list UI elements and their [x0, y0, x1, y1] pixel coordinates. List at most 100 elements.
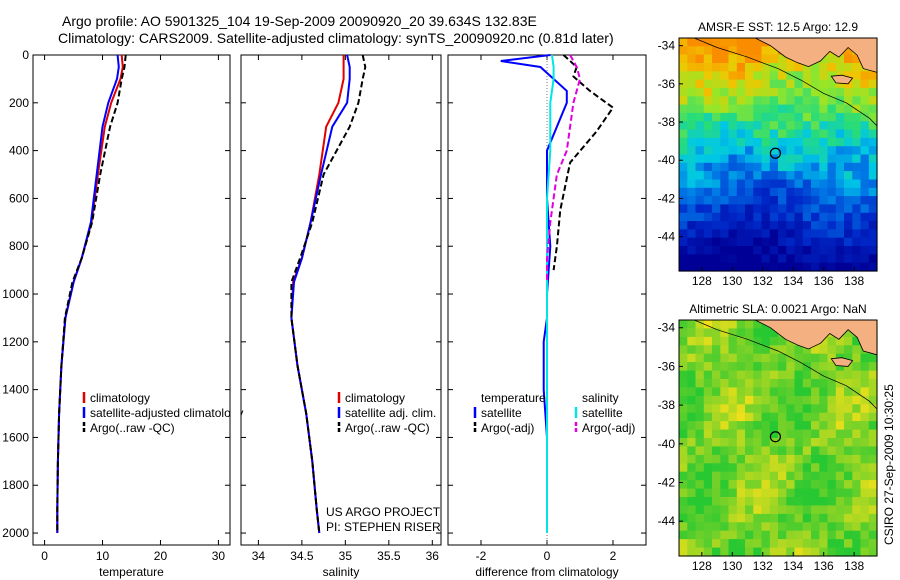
map-cell [720, 154, 730, 164]
map-cell [736, 429, 746, 439]
map-cell [827, 212, 837, 222]
map-cell [679, 353, 688, 363]
map-cell [786, 480, 796, 490]
map-cell [720, 446, 730, 456]
map-cell [868, 221, 878, 230]
map-cell [712, 104, 721, 114]
map-cell [868, 488, 878, 498]
map-cell [703, 421, 713, 431]
y-tick-label: -42 [658, 191, 676, 205]
map-cell [695, 212, 705, 222]
map-cell [736, 229, 746, 239]
map-cell [769, 196, 779, 205]
map-cell [745, 387, 754, 397]
map-cell [736, 362, 746, 372]
y-tick-label: -38 [658, 398, 676, 412]
map-cell [860, 387, 870, 397]
map-cell [753, 154, 763, 164]
map-cell [687, 79, 697, 89]
y-tick-label: -44 [658, 514, 676, 528]
map-cell [712, 362, 721, 372]
map-cell [786, 513, 796, 523]
series-line [546, 54, 555, 533]
map-cell [736, 463, 746, 473]
map-cell [728, 320, 738, 329]
map-cell [728, 463, 738, 473]
map-cell [868, 379, 878, 388]
map-cell [819, 146, 829, 156]
header-line1: Argo profile: AO 5901325_104 19-Sep-2009… [62, 13, 537, 29]
x-tick-label: 136 [814, 559, 834, 573]
map-cell [728, 204, 738, 214]
map-cell [852, 129, 862, 139]
map-cell [860, 505, 870, 515]
map-cell [802, 497, 812, 506]
map-cell [695, 454, 705, 464]
map-cell [695, 187, 705, 197]
x-tick-label: 128 [692, 559, 712, 573]
map-cell [786, 387, 796, 397]
map-cell [827, 530, 837, 540]
map-cell [786, 87, 796, 97]
map-cell [802, 112, 812, 122]
map-cell [769, 87, 779, 97]
series-line [56, 54, 127, 533]
map-cell [736, 505, 746, 515]
map-cell [835, 79, 845, 89]
map-cell [811, 212, 820, 222]
map-cell [819, 497, 829, 506]
map-cell [687, 162, 697, 172]
map-cell [827, 204, 837, 214]
map-cell [835, 513, 845, 523]
map-cell [827, 54, 837, 64]
map-cell [819, 121, 829, 131]
map-cell [868, 154, 878, 164]
map-cell [844, 421, 853, 431]
map-cell [687, 421, 697, 431]
map-cell [761, 395, 771, 405]
header-line2: Climatology: CARS2009. Satellite-adjuste… [58, 30, 614, 46]
map-cell [802, 463, 812, 473]
map-cell [844, 237, 853, 247]
map-cell [868, 171, 878, 180]
map-cell [778, 336, 787, 346]
map-cell [835, 547, 845, 557]
map-cell [802, 547, 812, 557]
map-cell [827, 547, 837, 557]
map-cell [753, 539, 763, 549]
map-cell [761, 96, 771, 106]
map-cell [844, 429, 853, 439]
map-cell [835, 497, 845, 506]
map-cell [819, 345, 829, 355]
map-cell [811, 488, 820, 498]
map-cell [703, 497, 713, 506]
map-cell [687, 539, 697, 549]
map-cell [835, 429, 845, 439]
map-cell [860, 412, 870, 422]
map-cell [679, 38, 688, 47]
map-cell [844, 454, 853, 464]
map-cell [769, 328, 779, 338]
map-cell [687, 497, 697, 506]
map-cell [868, 104, 878, 114]
map-cell [844, 212, 853, 222]
map-cell [712, 522, 721, 532]
map-cell [794, 262, 804, 272]
x-tick-label: 10 [96, 549, 110, 563]
map-cell [844, 87, 853, 97]
map-cell [778, 254, 787, 264]
map-cell [720, 87, 730, 97]
map-cell [679, 505, 688, 515]
map-cell [844, 96, 853, 106]
map-cell [712, 454, 721, 464]
map-cell [712, 212, 721, 222]
map-cell [786, 530, 796, 540]
map-cell [753, 104, 763, 114]
map-cell [811, 87, 820, 97]
map-cell [720, 179, 730, 189]
map-cell [868, 71, 878, 81]
map-cell [679, 480, 688, 490]
map-cell [802, 63, 812, 72]
map-cell [728, 530, 738, 540]
